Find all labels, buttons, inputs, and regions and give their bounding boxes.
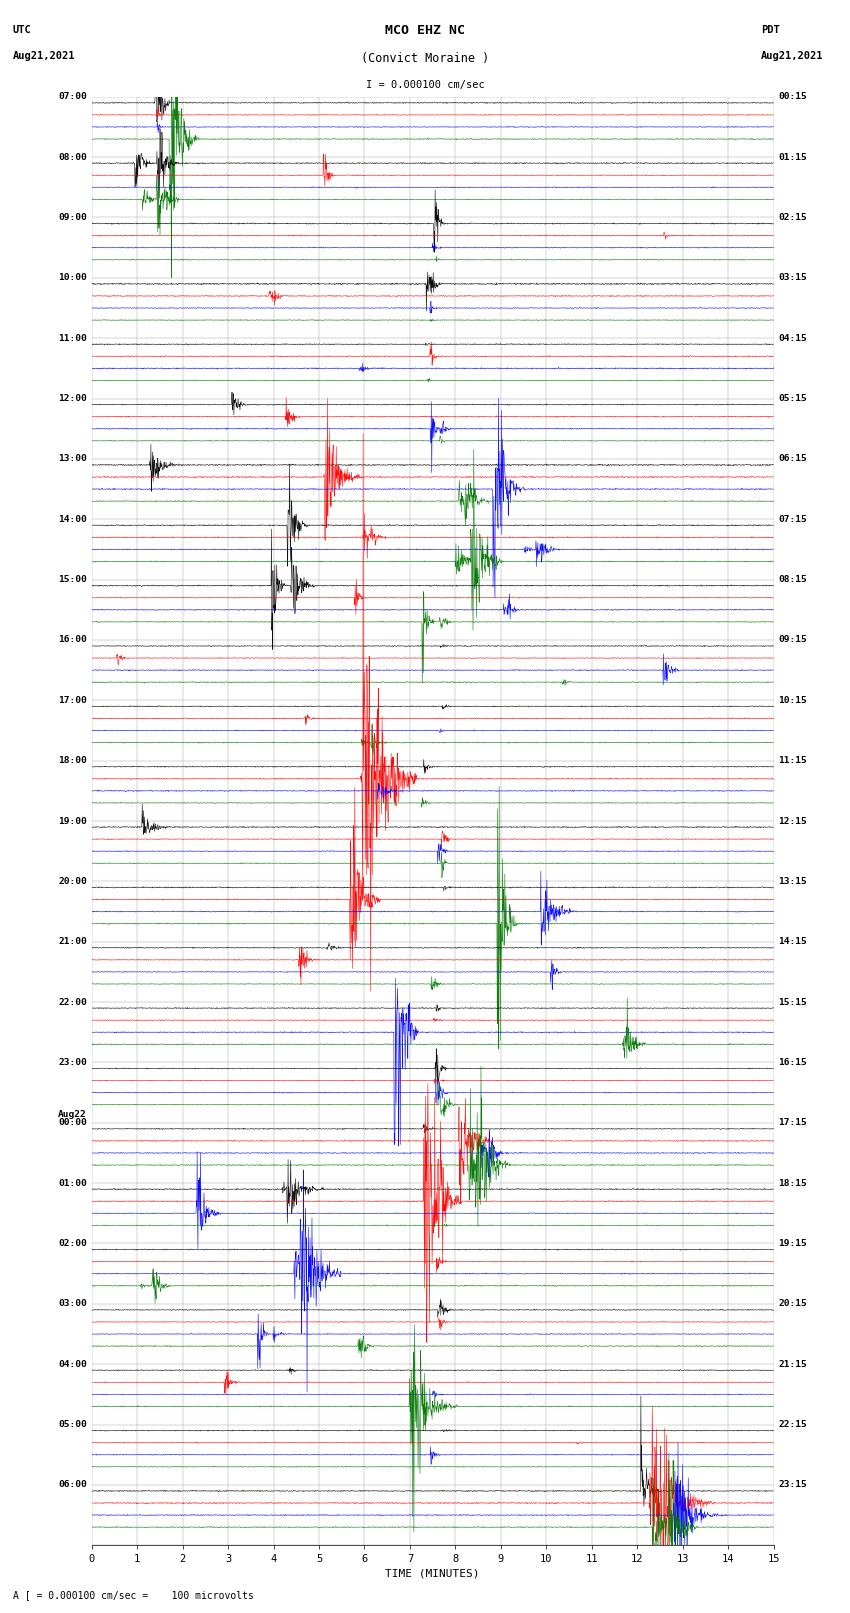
Text: 21:15: 21:15 bbox=[779, 1360, 807, 1369]
Text: 10:00: 10:00 bbox=[59, 273, 87, 282]
Text: Aug21,2021: Aug21,2021 bbox=[13, 52, 76, 61]
Text: 07:00: 07:00 bbox=[59, 92, 87, 102]
Text: 01:00: 01:00 bbox=[59, 1179, 87, 1187]
Text: 21:00: 21:00 bbox=[59, 937, 87, 947]
Text: 15:15: 15:15 bbox=[779, 997, 807, 1007]
Text: 01:15: 01:15 bbox=[779, 153, 807, 161]
Text: 20:15: 20:15 bbox=[779, 1300, 807, 1308]
Text: 02:15: 02:15 bbox=[779, 213, 807, 223]
Text: 17:15: 17:15 bbox=[779, 1118, 807, 1127]
Text: 19:15: 19:15 bbox=[779, 1239, 807, 1248]
Text: 16:00: 16:00 bbox=[59, 636, 87, 645]
Text: 11:00: 11:00 bbox=[59, 334, 87, 342]
Text: 12:15: 12:15 bbox=[779, 816, 807, 826]
Text: 09:15: 09:15 bbox=[779, 636, 807, 645]
Text: MCO EHZ NC: MCO EHZ NC bbox=[385, 24, 465, 37]
Text: 15:00: 15:00 bbox=[59, 576, 87, 584]
Text: 10:15: 10:15 bbox=[779, 695, 807, 705]
Text: A [ = 0.000100 cm/sec =    100 microvolts: A [ = 0.000100 cm/sec = 100 microvolts bbox=[13, 1590, 253, 1600]
Text: 04:15: 04:15 bbox=[779, 334, 807, 342]
Text: 14:15: 14:15 bbox=[779, 937, 807, 947]
Text: I = 0.000100 cm/sec: I = 0.000100 cm/sec bbox=[366, 81, 484, 90]
Text: 23:15: 23:15 bbox=[779, 1481, 807, 1489]
Text: 16:15: 16:15 bbox=[779, 1058, 807, 1066]
X-axis label: TIME (MINUTES): TIME (MINUTES) bbox=[385, 1568, 480, 1579]
Text: UTC: UTC bbox=[13, 26, 31, 35]
Text: 14:00: 14:00 bbox=[59, 515, 87, 524]
Text: (Convict Moraine ): (Convict Moraine ) bbox=[361, 52, 489, 65]
Text: 11:15: 11:15 bbox=[779, 756, 807, 765]
Text: 09:00: 09:00 bbox=[59, 213, 87, 223]
Text: 08:00: 08:00 bbox=[59, 153, 87, 161]
Text: 12:00: 12:00 bbox=[59, 394, 87, 403]
Text: 06:00: 06:00 bbox=[59, 1481, 87, 1489]
Text: 19:00: 19:00 bbox=[59, 816, 87, 826]
Text: 22:15: 22:15 bbox=[779, 1419, 807, 1429]
Text: PDT: PDT bbox=[761, 26, 779, 35]
Text: 17:00: 17:00 bbox=[59, 695, 87, 705]
Text: 13:15: 13:15 bbox=[779, 877, 807, 886]
Text: 05:00: 05:00 bbox=[59, 1419, 87, 1429]
Text: 22:00: 22:00 bbox=[59, 997, 87, 1007]
Text: 03:00: 03:00 bbox=[59, 1300, 87, 1308]
Text: 07:15: 07:15 bbox=[779, 515, 807, 524]
Text: 05:15: 05:15 bbox=[779, 394, 807, 403]
Text: 04:00: 04:00 bbox=[59, 1360, 87, 1369]
Text: Aug22: Aug22 bbox=[59, 1110, 87, 1118]
Text: 20:00: 20:00 bbox=[59, 877, 87, 886]
Text: 18:15: 18:15 bbox=[779, 1179, 807, 1187]
Text: Aug21,2021: Aug21,2021 bbox=[761, 52, 824, 61]
Text: 03:15: 03:15 bbox=[779, 273, 807, 282]
Text: 13:00: 13:00 bbox=[59, 455, 87, 463]
Text: 23:00: 23:00 bbox=[59, 1058, 87, 1066]
Text: 06:15: 06:15 bbox=[779, 455, 807, 463]
Text: 08:15: 08:15 bbox=[779, 576, 807, 584]
Text: 02:00: 02:00 bbox=[59, 1239, 87, 1248]
Text: 00:00: 00:00 bbox=[59, 1118, 87, 1127]
Text: 00:15: 00:15 bbox=[779, 92, 807, 102]
Text: 18:00: 18:00 bbox=[59, 756, 87, 765]
